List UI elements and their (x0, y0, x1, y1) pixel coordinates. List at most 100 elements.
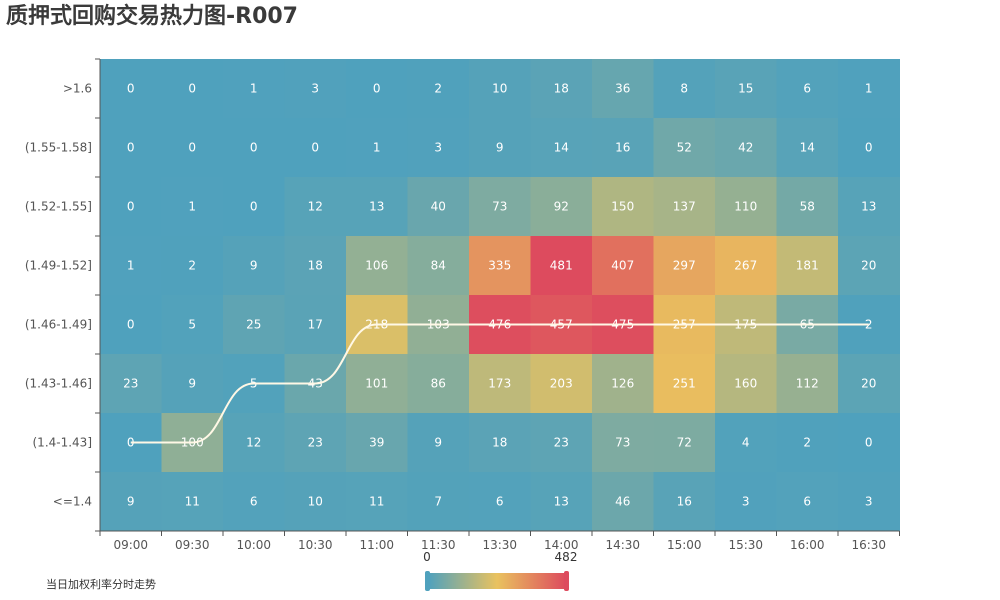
heatmap-cell[interactable] (161, 236, 224, 296)
heatmap-cell[interactable] (469, 354, 531, 414)
heatmap-cell[interactable] (592, 177, 654, 237)
heatmap-cell[interactable] (161, 59, 224, 119)
heatmap-cell[interactable] (776, 236, 839, 296)
heatmap-cell[interactable] (284, 118, 347, 178)
heatmap-cell[interactable] (161, 295, 224, 355)
heatmap-cell[interactable] (838, 413, 900, 473)
heatmap-cell[interactable] (530, 354, 593, 414)
visual-map-handle-min[interactable] (425, 571, 430, 591)
heatmap-cell[interactable] (100, 59, 162, 119)
heatmap-cell[interactable] (530, 413, 593, 473)
heatmap-cell[interactable] (346, 354, 408, 414)
heatmap-cell[interactable] (838, 472, 900, 532)
chart-title: 质押式回购交易热力图-R007 (6, 4, 298, 29)
heatmap-cell[interactable] (223, 177, 285, 237)
visual-map-handle-max[interactable] (564, 571, 569, 591)
heatmap-cell[interactable] (776, 413, 839, 473)
heatmap-cell[interactable] (776, 472, 839, 532)
heatmap-cell[interactable] (284, 177, 347, 237)
heatmap-cell[interactable] (592, 118, 654, 178)
heatmap-cell[interactable] (715, 236, 777, 296)
heatmap-cell[interactable] (407, 177, 470, 237)
heatmap-cell[interactable] (469, 177, 531, 237)
heatmap-cell[interactable] (161, 118, 224, 178)
heatmap-cell[interactable] (407, 236, 470, 296)
cell-value-label: 17 (308, 318, 323, 332)
heatmap-cell[interactable] (715, 118, 777, 178)
heatmap-cell[interactable] (530, 472, 593, 532)
heatmap-cell[interactable] (407, 413, 470, 473)
heatmap-cell[interactable] (346, 118, 408, 178)
heatmap-cell[interactable] (592, 59, 654, 119)
heatmap-cell[interactable] (407, 354, 470, 414)
heatmap-cell[interactable] (469, 59, 531, 119)
heatmap-cell[interactable] (100, 118, 162, 178)
heatmap-cell[interactable] (469, 236, 531, 296)
heatmap-cell[interactable] (776, 59, 839, 119)
heatmap-cell[interactable] (653, 354, 716, 414)
heatmap-cell[interactable] (346, 59, 408, 119)
heatmap-cell[interactable] (715, 354, 777, 414)
heatmap-cell[interactable] (592, 472, 654, 532)
heatmap-cell[interactable] (592, 236, 654, 296)
heatmap-cell[interactable] (346, 413, 408, 473)
heatmap-cell[interactable] (653, 472, 716, 532)
heatmap-cell[interactable] (715, 177, 777, 237)
heatmap-cell[interactable] (284, 236, 347, 296)
heatmap-cell[interactable] (346, 472, 408, 532)
heatmap-cell[interactable] (407, 59, 470, 119)
heatmap-cell[interactable] (407, 118, 470, 178)
heatmap-cell[interactable] (653, 59, 716, 119)
heatmap-cell[interactable] (469, 472, 531, 532)
cell-value-label: 39 (369, 436, 384, 450)
heatmap-cell[interactable] (161, 354, 224, 414)
heatmap-cell[interactable] (223, 472, 285, 532)
heatmap-cell[interactable] (223, 118, 285, 178)
heatmap-cell[interactable] (161, 177, 224, 237)
heatmap-cell[interactable] (776, 177, 839, 237)
heatmap-cell[interactable] (653, 413, 716, 473)
heatmap-cell[interactable] (346, 177, 408, 237)
heatmap-cell[interactable] (469, 413, 531, 473)
heatmap-cell[interactable] (223, 59, 285, 119)
heatmap-cell[interactable] (100, 236, 162, 296)
cell-value-label: 14 (800, 141, 815, 155)
heatmap-cell[interactable] (100, 354, 162, 414)
heatmap-cell[interactable] (653, 118, 716, 178)
heatmap-cell[interactable] (715, 472, 777, 532)
heatmap-cell[interactable] (838, 59, 900, 119)
heatmap-cell[interactable] (592, 354, 654, 414)
visual-map-bar[interactable] (428, 573, 566, 589)
heatmap-cell[interactable] (284, 472, 347, 532)
heatmap-cell[interactable] (100, 295, 162, 355)
heatmap-cell[interactable] (223, 413, 285, 473)
heatmap-cell[interactable] (284, 413, 347, 473)
heatmap-cell[interactable] (838, 236, 900, 296)
heatmap-cell[interactable] (530, 59, 593, 119)
heatmap-cell[interactable] (838, 118, 900, 178)
heatmap-cell[interactable] (161, 472, 224, 532)
heatmap-cell[interactable] (284, 295, 347, 355)
visual-map[interactable]: 0 482 (423, 550, 577, 591)
heatmap-cell[interactable] (346, 236, 408, 296)
heatmap-cell[interactable] (223, 295, 285, 355)
heatmap-cell[interactable] (530, 236, 593, 296)
heatmap-cell[interactable] (100, 472, 162, 532)
heatmap-cell[interactable] (469, 118, 531, 178)
heatmap-cell[interactable] (653, 177, 716, 237)
heatmap-cell[interactable] (776, 354, 839, 414)
heatmap-cell[interactable] (776, 118, 839, 178)
heatmap-cell[interactable] (407, 472, 470, 532)
heatmap-cell[interactable] (592, 413, 654, 473)
heatmap-cell[interactable] (838, 354, 900, 414)
heatmap-cell[interactable] (715, 59, 777, 119)
x-tick-label: 15:30 (728, 538, 763, 552)
heatmap-cell[interactable] (653, 236, 716, 296)
heatmap-cell[interactable] (100, 177, 162, 237)
heatmap-cell[interactable] (530, 177, 593, 237)
heatmap-cell[interactable] (284, 59, 347, 119)
heatmap-cell[interactable] (530, 118, 593, 178)
heatmap-cell[interactable] (838, 177, 900, 237)
heatmap-cell[interactable] (715, 413, 777, 473)
heatmap-cell[interactable] (223, 236, 285, 296)
